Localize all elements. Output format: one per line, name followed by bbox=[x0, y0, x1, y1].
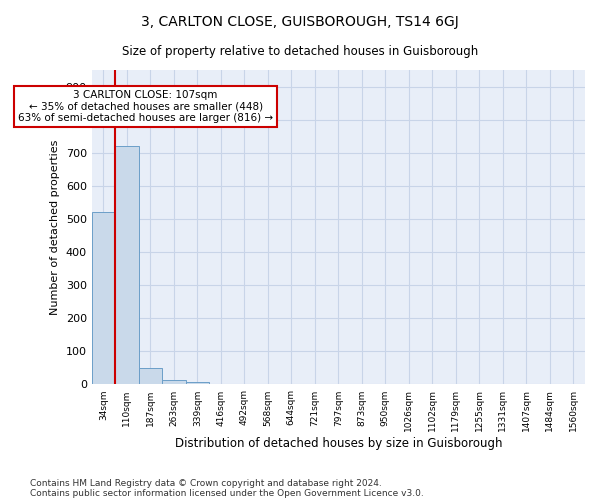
Bar bbox=[115, 146, 139, 384]
Text: Size of property relative to detached houses in Guisborough: Size of property relative to detached ho… bbox=[122, 45, 478, 58]
Bar bbox=[92, 212, 115, 384]
Bar bbox=[162, 380, 185, 384]
X-axis label: Distribution of detached houses by size in Guisborough: Distribution of detached houses by size … bbox=[175, 437, 502, 450]
Text: Contains HM Land Registry data © Crown copyright and database right 2024.: Contains HM Land Registry data © Crown c… bbox=[30, 478, 382, 488]
Text: 3 CARLTON CLOSE: 107sqm
← 35% of detached houses are smaller (448)
63% of semi-d: 3 CARLTON CLOSE: 107sqm ← 35% of detache… bbox=[18, 90, 273, 123]
Y-axis label: Number of detached properties: Number of detached properties bbox=[50, 140, 60, 315]
Text: 3, CARLTON CLOSE, GUISBOROUGH, TS14 6GJ: 3, CARLTON CLOSE, GUISBOROUGH, TS14 6GJ bbox=[141, 15, 459, 29]
Bar bbox=[185, 382, 209, 384]
Text: Contains public sector information licensed under the Open Government Licence v3: Contains public sector information licen… bbox=[30, 488, 424, 498]
Bar bbox=[139, 368, 162, 384]
